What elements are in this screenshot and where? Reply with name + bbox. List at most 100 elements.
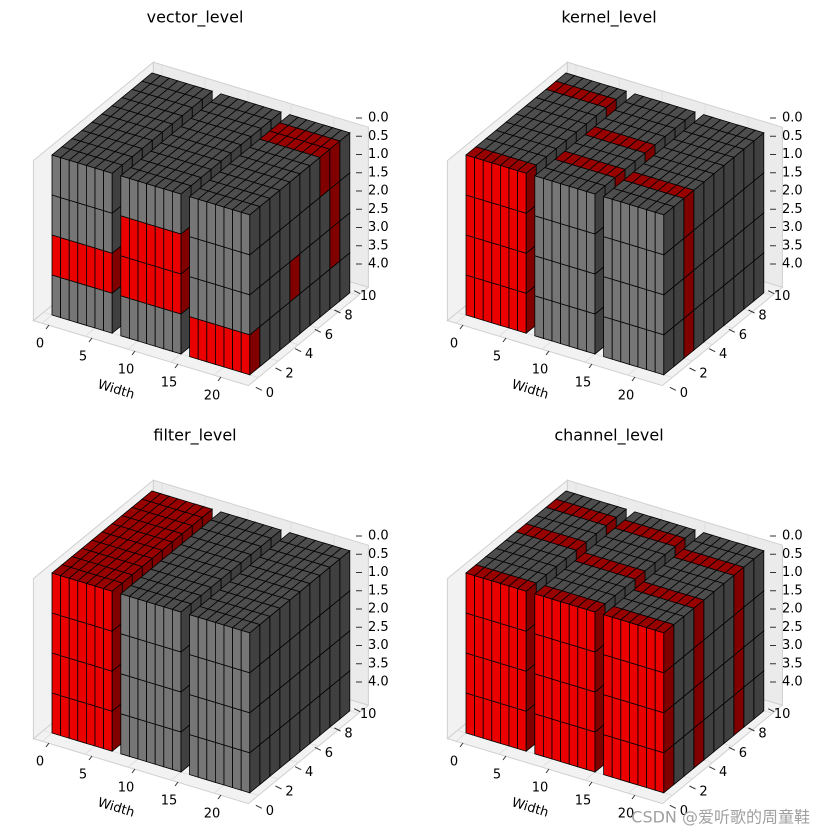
voxel-front-face	[163, 726, 173, 770]
y-tick-label: 4	[305, 347, 313, 362]
y-tick-mark	[767, 290, 775, 295]
voxel-front-face	[94, 287, 104, 332]
voxel-front-face	[68, 657, 79, 702]
x-tick-mark	[459, 742, 464, 748]
z-tick-label: 0.5	[782, 129, 803, 144]
voxel-front-face	[474, 237, 484, 281]
voxel-front-face	[482, 279, 493, 324]
voxel-front-face	[154, 683, 165, 728]
voxel-front-face	[103, 588, 113, 632]
z-tick-label: 0.0	[782, 529, 803, 544]
voxel-front-face	[654, 251, 665, 296]
y-tick-mark	[669, 804, 677, 809]
voxel-front-face	[568, 723, 579, 768]
voxel-front-face	[646, 747, 656, 791]
voxel-front-face	[586, 270, 596, 315]
y-tick-label: 2	[699, 367, 707, 382]
y-tick-label: 4	[719, 765, 727, 780]
voxel-front-face	[474, 157, 484, 201]
voxel-front-face	[223, 326, 234, 371]
voxel-front-face	[577, 268, 587, 312]
voxel-front-face	[654, 211, 665, 256]
voxel-front-face	[86, 204, 96, 249]
voxel-top-face	[516, 161, 538, 174]
voxel-front-face	[534, 175, 544, 219]
voxel-front-face	[482, 697, 493, 742]
voxel-front-face	[629, 661, 639, 706]
voxel-front-face	[517, 170, 527, 214]
voxel-front-face	[77, 620, 87, 664]
voxel-front-face	[197, 736, 208, 781]
y-tick-label: 10	[360, 707, 377, 722]
voxel-front-face	[232, 249, 242, 293]
voxel-front-face	[491, 162, 501, 206]
z-tick-label: 4.0	[782, 675, 803, 690]
voxel-front-face	[189, 694, 199, 738]
y-tick-label: 0	[680, 804, 688, 819]
voxel-front-face	[189, 614, 199, 658]
y-tick-label: 8	[344, 309, 352, 324]
voxel-front-face	[51, 274, 61, 319]
voxel-front-face	[517, 708, 527, 752]
voxel-front-face	[77, 242, 87, 286]
z-tick-label: 1.0	[782, 565, 803, 580]
x-tick-label: 15	[575, 794, 592, 809]
voxel-front-face	[120, 673, 130, 717]
voxel-front-face	[654, 669, 665, 714]
voxel-front-face	[654, 291, 665, 336]
voxel-front-face	[499, 164, 510, 209]
z-tick-label: 0.5	[782, 547, 803, 562]
voxel-front-face	[551, 638, 561, 683]
z-tick-label: 4.0	[782, 257, 803, 272]
voxel-front-face	[189, 734, 199, 778]
voxel-front-face	[163, 228, 173, 272]
voxel-front-face	[240, 291, 251, 336]
voxel-front-face	[223, 744, 234, 789]
y-tick-label: 10	[774, 289, 791, 304]
voxel-front-face	[68, 279, 79, 324]
voxel-front-face	[603, 196, 613, 240]
voxel-front-face	[534, 215, 544, 259]
voxel-front-face	[620, 241, 630, 285]
voxel-front-face	[482, 577, 493, 622]
x-tick-mark	[545, 768, 550, 774]
voxel-front-face	[189, 236, 199, 280]
z-tick-label: 3.0	[368, 638, 389, 653]
voxel-front-face	[223, 286, 234, 331]
voxel-front-face	[232, 289, 242, 333]
voxel-front-face	[465, 612, 476, 657]
voxel-front-face	[171, 648, 182, 693]
voxel-front-face	[560, 721, 570, 765]
z-tick-label: 4.0	[368, 257, 389, 272]
voxel-top-face	[171, 182, 192, 195]
y-tick-label: 2	[699, 785, 707, 800]
x-tick-mark	[174, 781, 179, 787]
voxel-front-face	[77, 660, 87, 704]
x-tick-mark	[631, 376, 636, 382]
voxel-top-face	[240, 621, 261, 634]
voxel-front-face	[86, 164, 96, 209]
voxel-front-face	[543, 635, 553, 680]
voxel-front-face	[214, 243, 225, 288]
voxel-front-face	[577, 646, 587, 690]
y-tick-label: 2	[285, 785, 293, 800]
voxel-front-face	[223, 624, 234, 669]
voxel-front-face	[86, 622, 96, 667]
voxel-front-face	[629, 243, 639, 288]
voxel-front-face	[214, 661, 225, 706]
voxel-front-face	[146, 641, 156, 685]
voxel-front-face	[646, 249, 656, 293]
voxel-front-face	[560, 183, 570, 227]
voxel-front-face	[603, 654, 613, 698]
y-tick-label: 8	[344, 727, 352, 742]
voxel-front-face	[637, 744, 647, 789]
chart-title: kernel_level	[561, 8, 656, 28]
voxel-front-face	[214, 741, 225, 786]
voxel-front-face	[232, 329, 242, 373]
voxel-front-face	[163, 188, 173, 232]
voxel-front-face	[94, 625, 104, 670]
voxel-front-face	[94, 247, 104, 292]
voxel-front-face	[171, 728, 182, 773]
